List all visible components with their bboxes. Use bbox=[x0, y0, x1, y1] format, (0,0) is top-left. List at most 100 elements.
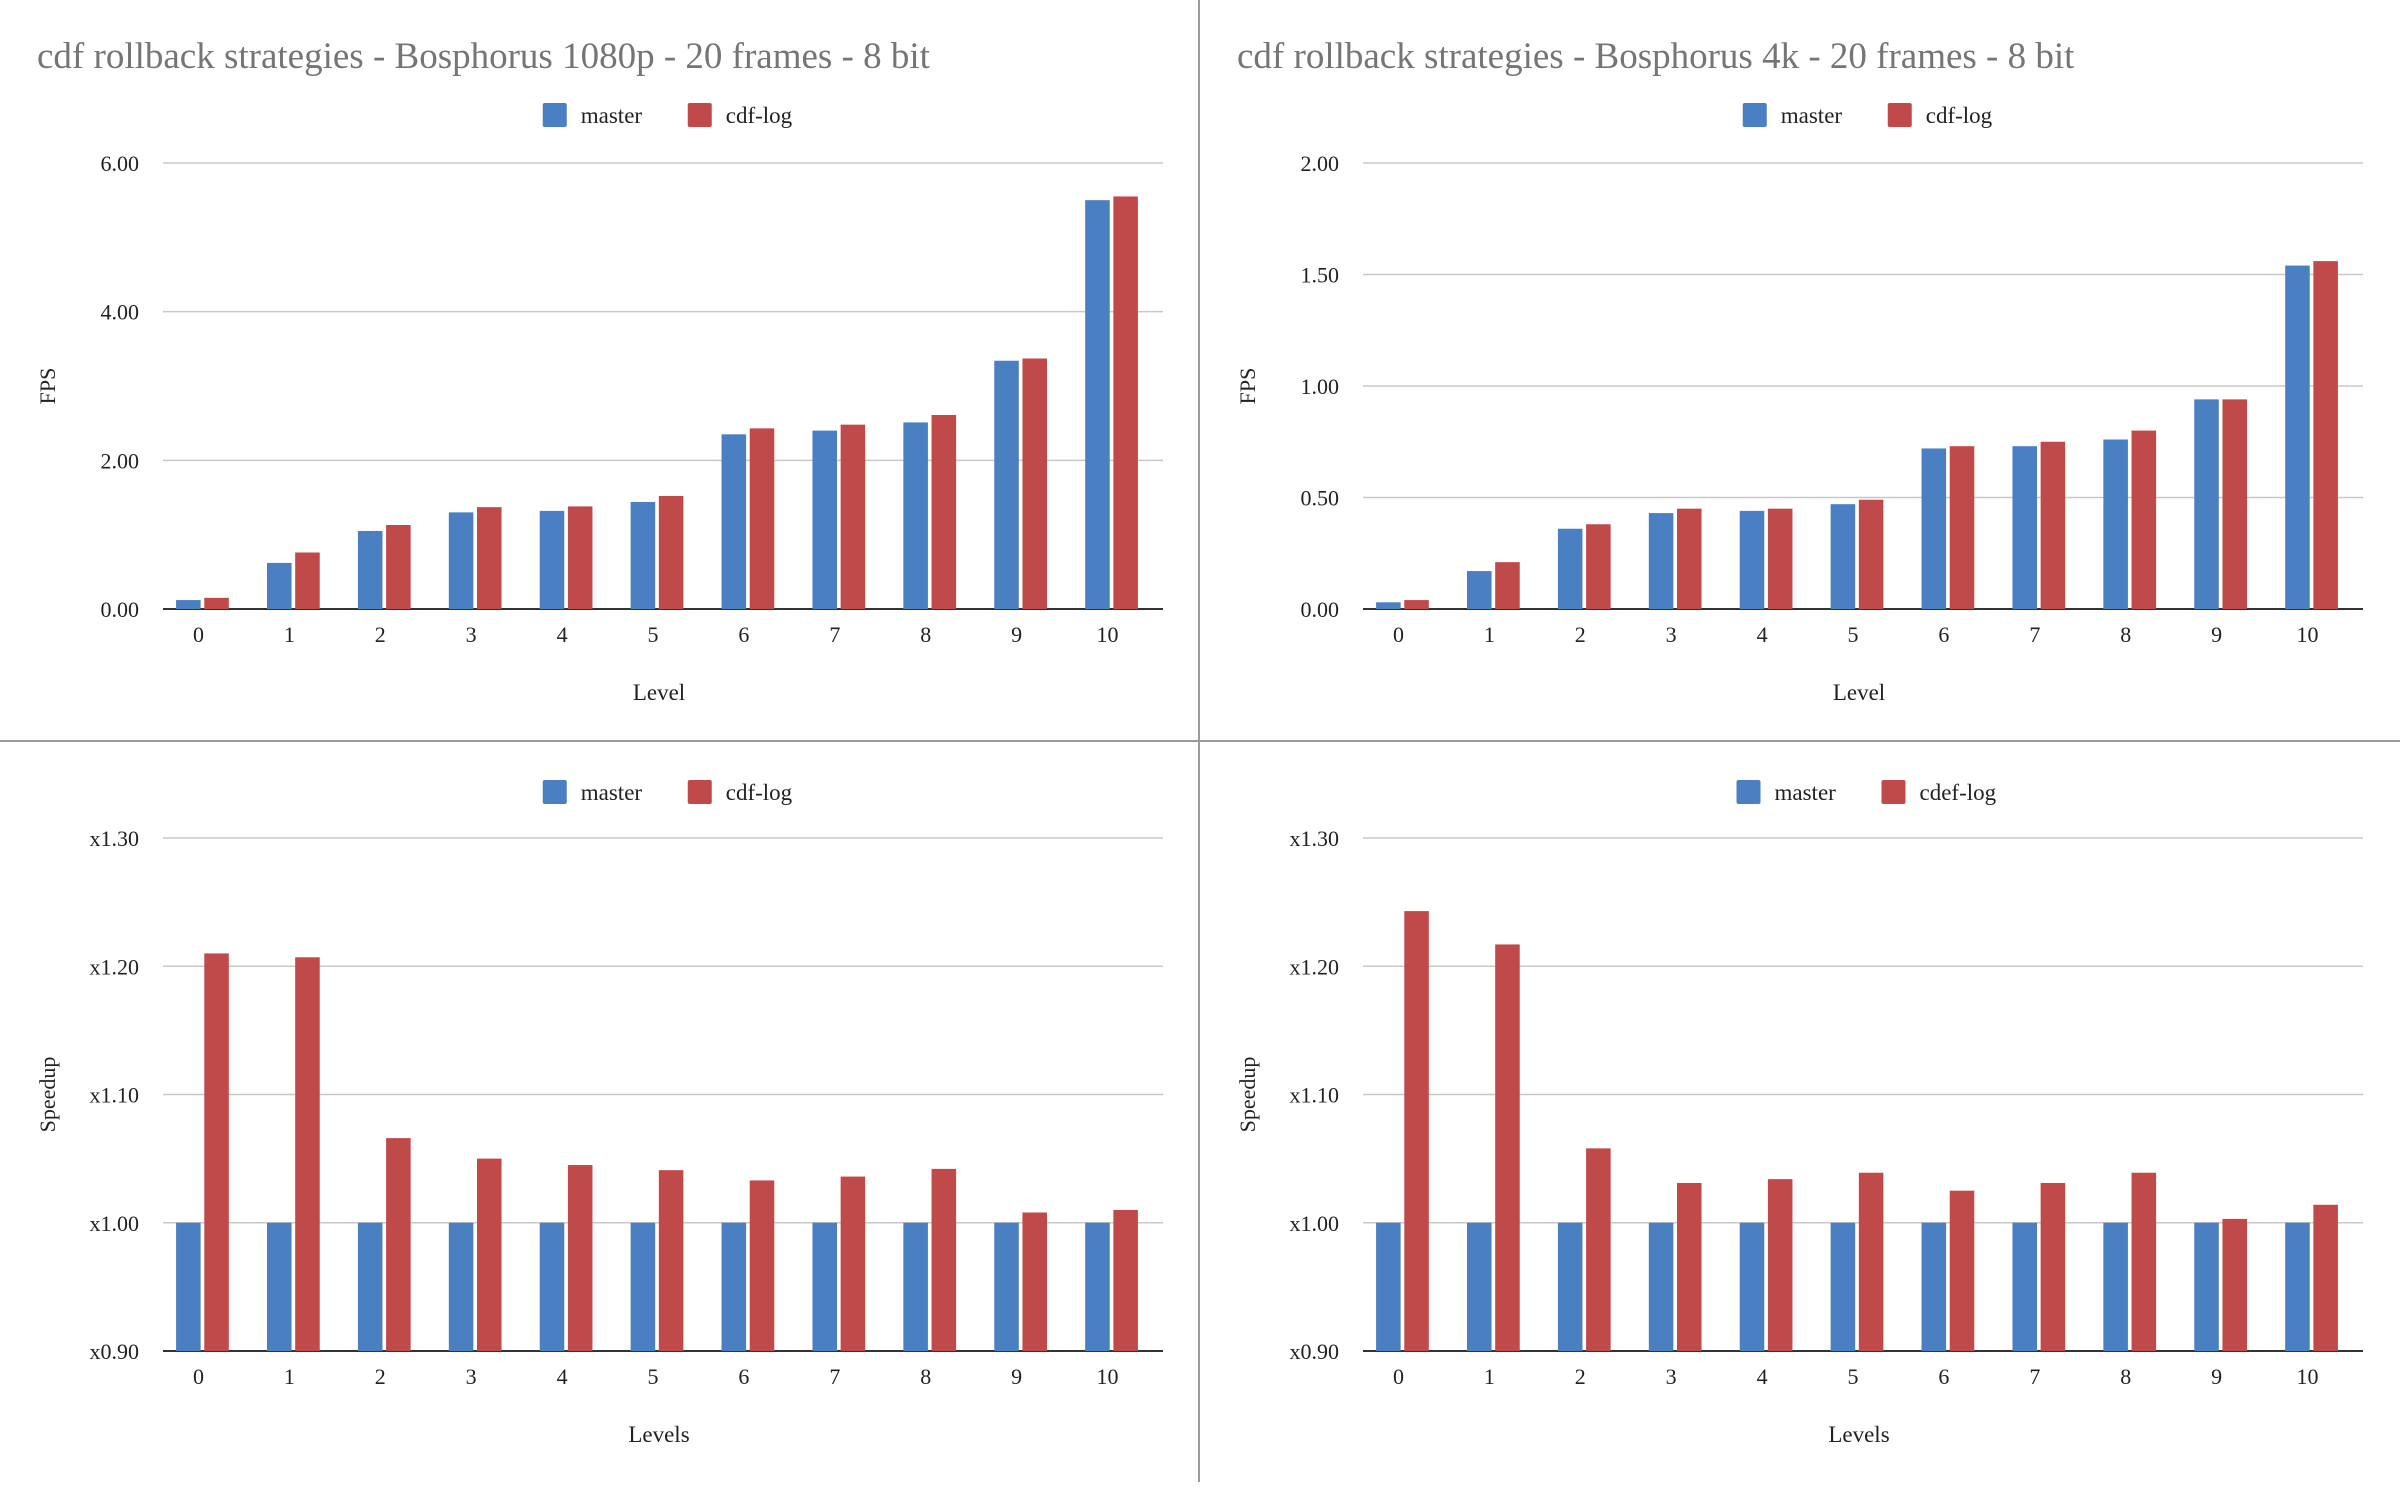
x-axis-label: Level bbox=[633, 680, 685, 705]
bar-variant bbox=[1767, 508, 1793, 609]
bar-master bbox=[2012, 446, 2037, 609]
bar-master bbox=[539, 1222, 565, 1351]
x-tick-label: 2 bbox=[1575, 622, 1586, 647]
bar-variant bbox=[1404, 600, 1429, 609]
x-tick-label: 3 bbox=[1666, 622, 1677, 647]
y-tick-label: 4.00 bbox=[101, 300, 140, 325]
bar-variant bbox=[1949, 1190, 1975, 1351]
x-tick-label: 7 bbox=[2029, 1364, 2040, 1389]
bar-variant bbox=[1495, 944, 1520, 1351]
x-tick-label: 3 bbox=[466, 622, 477, 647]
x-tick-label: 9 bbox=[1011, 622, 1022, 647]
x-tick-label: 7 bbox=[2029, 622, 2040, 647]
bar-master bbox=[267, 1222, 292, 1351]
x-tick-label: 6 bbox=[1938, 622, 1949, 647]
bar-master bbox=[2285, 265, 2310, 609]
bar-master bbox=[1467, 1222, 1492, 1351]
bar-variant bbox=[567, 1165, 593, 1351]
x-tick-label: 0 bbox=[1393, 622, 1404, 647]
bar-variant bbox=[204, 597, 229, 609]
bar-variant bbox=[477, 507, 502, 609]
bar-master bbox=[1921, 448, 1947, 609]
x-tick-label: 10 bbox=[2297, 622, 2319, 647]
legend: master cdf-log bbox=[542, 780, 793, 805]
legend-swatch-1 bbox=[1881, 780, 1906, 804]
x-tick-label: 7 bbox=[829, 1364, 840, 1389]
bar-master bbox=[1739, 1222, 1765, 1351]
bar-variant bbox=[1858, 1172, 1884, 1351]
bar-variant bbox=[931, 414, 957, 609]
x-tick-label: 0 bbox=[193, 622, 204, 647]
bar-master bbox=[903, 422, 928, 609]
bar-master bbox=[994, 360, 1019, 609]
bar-master bbox=[1376, 1222, 1401, 1351]
legend-swatch-0 bbox=[542, 780, 567, 804]
x-tick-label: 0 bbox=[193, 1364, 204, 1389]
bar-variant bbox=[386, 525, 411, 609]
y-tick-label: x1.20 bbox=[90, 954, 140, 979]
legend-label-0: master bbox=[581, 103, 643, 128]
bar-master bbox=[1830, 1222, 1856, 1351]
y-tick-label: 2.00 bbox=[101, 448, 140, 473]
chart-0: cdf rollback strategies - Bosphorus 1080… bbox=[35, 36, 1163, 705]
legend-swatch-1 bbox=[1887, 103, 1912, 127]
bar-variant bbox=[1677, 508, 1702, 609]
bar-variant bbox=[1113, 196, 1138, 609]
x-axis-label: Level bbox=[1833, 680, 1885, 705]
bar-master bbox=[448, 1222, 474, 1351]
bar-master bbox=[2103, 1222, 2128, 1351]
legend: master cdef-log bbox=[1736, 780, 1997, 805]
bar-variant bbox=[1495, 562, 1520, 609]
bar-master bbox=[1557, 528, 1583, 609]
bar-master bbox=[812, 1222, 837, 1351]
bar-variant bbox=[386, 1138, 411, 1351]
x-tick-label: 3 bbox=[1666, 1364, 1677, 1389]
bar-variant bbox=[749, 1180, 775, 1351]
x-tick-label: 6 bbox=[738, 622, 749, 647]
x-tick-label: 8 bbox=[2120, 1364, 2131, 1389]
bar-master bbox=[1557, 1222, 1583, 1351]
legend: master cdf-log bbox=[1742, 103, 1993, 128]
bar-master bbox=[1085, 1222, 1110, 1351]
legend-label-0: master bbox=[1775, 780, 1837, 805]
legend-label-0: master bbox=[1781, 103, 1843, 128]
bar-master bbox=[1467, 571, 1492, 609]
y-tick-label: x1.30 bbox=[1290, 826, 1340, 851]
y-axis-label: FPS bbox=[35, 368, 60, 405]
legend-swatch-0 bbox=[542, 103, 567, 127]
x-tick-label: 4 bbox=[557, 622, 568, 647]
bar-variant bbox=[204, 953, 229, 1351]
bar-variant bbox=[2040, 441, 2066, 609]
legend: master cdf-log bbox=[542, 103, 793, 128]
y-tick-label: x1.20 bbox=[1290, 954, 1340, 979]
x-tick-label: 9 bbox=[1011, 1364, 1022, 1389]
y-tick-label: 1.50 bbox=[1301, 263, 1340, 288]
bar-variant bbox=[840, 424, 866, 609]
y-tick-label: x0.90 bbox=[1290, 1339, 1340, 1364]
y-tick-label: 6.00 bbox=[101, 151, 140, 176]
chart-title: cdf rollback strategies - Bosphorus 1080… bbox=[37, 36, 931, 77]
x-tick-label: 1 bbox=[284, 622, 295, 647]
bar-master bbox=[2194, 1222, 2219, 1351]
y-tick-label: 1.00 bbox=[1301, 374, 1340, 399]
x-tick-label: 9 bbox=[2211, 622, 2222, 647]
chart-1: cdf rollback strategies - Bosphorus 4k -… bbox=[1235, 36, 2363, 705]
y-tick-label: x1.00 bbox=[1290, 1211, 1340, 1236]
bar-variant bbox=[658, 496, 684, 609]
bar-master bbox=[630, 501, 656, 609]
y-axis-label: FPS bbox=[1235, 368, 1260, 405]
bar-variant bbox=[295, 957, 320, 1351]
bar-master bbox=[1085, 200, 1110, 609]
bar-variant bbox=[567, 506, 593, 609]
x-tick-label: 4 bbox=[1757, 622, 1768, 647]
legend-label-1: cdf-log bbox=[726, 780, 793, 805]
x-tick-label: 6 bbox=[738, 1364, 749, 1389]
bar-variant bbox=[1586, 1148, 1611, 1351]
legend-label-1: cdf-log bbox=[1926, 103, 1993, 128]
bar-master bbox=[812, 430, 837, 609]
x-tick-label: 5 bbox=[648, 1364, 659, 1389]
bar-variant bbox=[1022, 1212, 1047, 1351]
bar-variant bbox=[749, 428, 775, 609]
